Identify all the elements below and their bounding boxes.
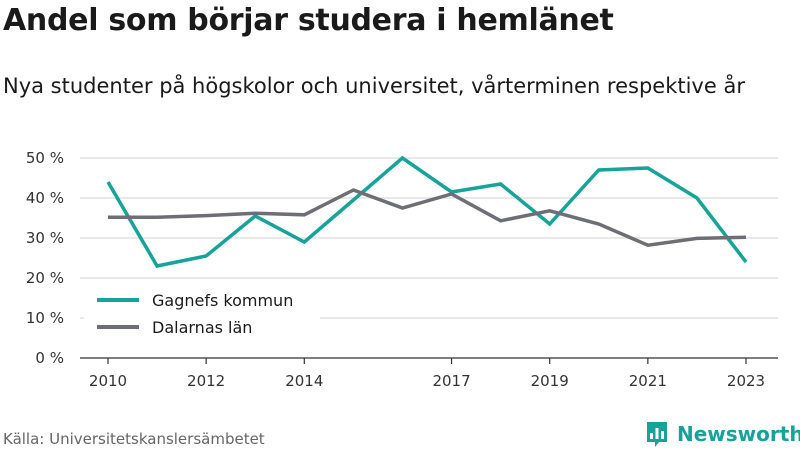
x-tick-label: 2017	[432, 372, 470, 390]
x-tick-label: 2014	[285, 372, 323, 390]
x-tick-label: 2012	[187, 372, 225, 390]
y-axis-ticks: 0 % 10 % 20 % 30 % 40 % 50 %	[26, 149, 64, 367]
y-tick-label: 30 %	[26, 229, 64, 247]
legend: Gagnefs kommun Dalarnas län	[84, 283, 320, 345]
y-tick-label: 20 %	[26, 269, 64, 287]
y-tick-label: 40 %	[26, 189, 64, 207]
brand-name: Newsworthy	[677, 422, 800, 446]
x-tick-label: 2010	[89, 372, 127, 390]
y-tick-label: 50 %	[26, 149, 64, 167]
brand-logo: Newsworthy	[645, 420, 800, 448]
series-line-1	[108, 188, 747, 248]
grid-lines	[80, 157, 778, 359]
line-chart: 0 % 10 % 20 % 30 % 40 % 50 % 2010 2012 2014 2017…	[26, 149, 778, 390]
source-note: Källa: Universitetskanslersämbetet	[3, 430, 265, 448]
legend-label: Dalarnas län	[152, 318, 252, 337]
x-axis-ticks: 2010 2012 2014 2017 2019 2021 2023	[89, 358, 765, 390]
x-tick-label: 2023	[727, 372, 765, 390]
x-tick-label: 2019	[531, 372, 569, 390]
legend-label: Gagnefs kommun	[152, 291, 293, 310]
chart-title: Andel som börjar studera i hemlänet	[3, 3, 614, 38]
chart-subtitle: Nya studenter på högskolor och universit…	[3, 74, 745, 98]
series-line-0	[106, 155, 748, 268]
y-tick-label: 0 %	[35, 349, 64, 367]
x-tick-label: 2021	[629, 372, 667, 390]
y-tick-label: 10 %	[26, 309, 64, 327]
bar-chart-logo-icon	[647, 422, 667, 447]
legend-background	[84, 283, 320, 345]
series-lines	[106, 155, 748, 268]
